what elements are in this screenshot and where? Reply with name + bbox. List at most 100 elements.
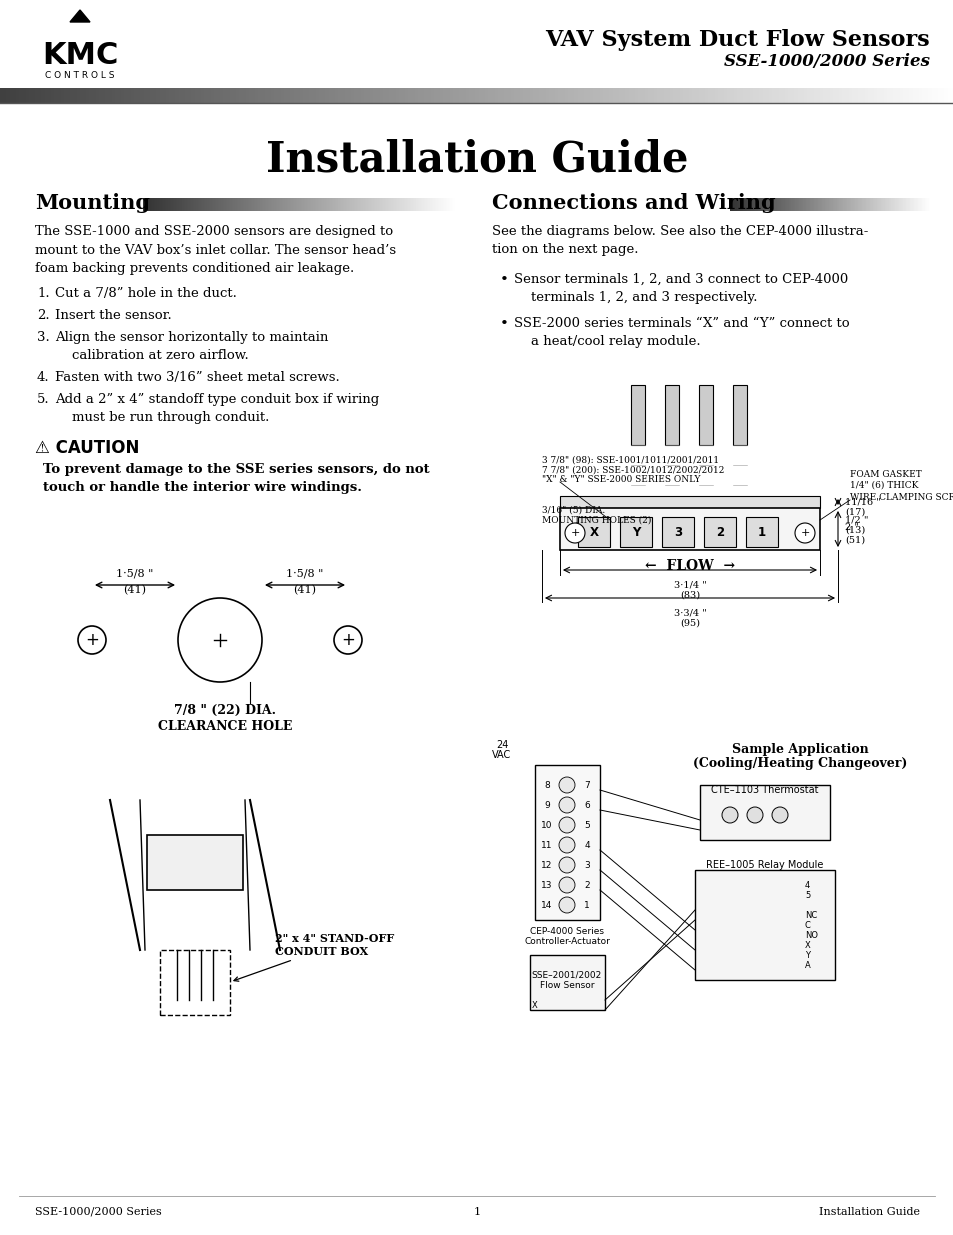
Bar — [925, 198, 926, 211]
Bar — [548, 88, 552, 103]
Text: "X" & "Y" SSE-2000 SERIES ONLY: "X" & "Y" SSE-2000 SERIES ONLY — [541, 475, 700, 484]
Bar — [330, 198, 332, 211]
Bar — [602, 88, 605, 103]
Bar — [561, 88, 564, 103]
Bar — [258, 198, 260, 211]
Bar — [227, 198, 229, 211]
Bar — [10, 88, 12, 103]
Circle shape — [558, 777, 575, 793]
Bar — [350, 198, 352, 211]
Bar — [405, 88, 408, 103]
Bar — [669, 88, 673, 103]
Bar — [386, 198, 388, 211]
Bar — [946, 88, 950, 103]
Bar — [411, 88, 415, 103]
Bar — [351, 88, 354, 103]
Bar — [809, 88, 813, 103]
Bar — [281, 198, 283, 211]
Bar — [382, 88, 386, 103]
Circle shape — [558, 797, 575, 813]
Bar — [700, 785, 829, 840]
Bar — [806, 88, 809, 103]
Bar — [378, 198, 379, 211]
Text: 4: 4 — [804, 881, 809, 889]
Bar — [163, 198, 165, 211]
Text: +: + — [800, 529, 809, 538]
Bar — [417, 198, 418, 211]
Bar — [112, 88, 114, 103]
Bar — [578, 517, 609, 547]
Bar — [212, 198, 213, 211]
Bar — [188, 88, 192, 103]
Bar — [816, 88, 820, 103]
Circle shape — [771, 806, 787, 823]
Bar — [861, 88, 863, 103]
Text: Insert the sensor.: Insert the sensor. — [55, 309, 172, 322]
Bar — [744, 198, 745, 211]
Bar — [571, 88, 574, 103]
Bar — [913, 198, 914, 211]
Bar — [294, 88, 296, 103]
Bar — [303, 88, 306, 103]
Text: (17): (17) — [844, 508, 864, 516]
Bar — [182, 88, 185, 103]
Bar — [234, 198, 236, 211]
Bar — [303, 198, 305, 211]
Bar — [314, 198, 315, 211]
Bar — [869, 198, 870, 211]
Bar — [406, 198, 408, 211]
Bar — [732, 385, 746, 445]
Bar — [825, 88, 829, 103]
Bar — [64, 88, 67, 103]
Bar — [95, 88, 99, 103]
Bar — [679, 88, 682, 103]
Bar — [664, 385, 679, 445]
Bar — [937, 88, 941, 103]
Bar — [325, 88, 328, 103]
Bar — [837, 198, 839, 211]
Bar — [383, 198, 384, 211]
Bar — [829, 198, 830, 211]
Bar — [436, 88, 440, 103]
Bar — [905, 198, 906, 211]
Bar — [820, 88, 822, 103]
Bar — [866, 198, 868, 211]
Bar — [839, 88, 841, 103]
Bar — [297, 198, 298, 211]
Bar — [313, 88, 315, 103]
Bar — [926, 198, 927, 211]
Bar — [131, 88, 133, 103]
Bar — [336, 198, 337, 211]
Bar — [19, 88, 22, 103]
Bar — [842, 198, 843, 211]
Bar — [359, 198, 361, 211]
Bar — [688, 88, 692, 103]
Bar — [924, 88, 927, 103]
Text: ←  FLOW  →: ← FLOW → — [644, 559, 735, 573]
Bar — [752, 198, 753, 211]
Bar — [915, 88, 918, 103]
Bar — [749, 198, 751, 211]
Bar — [413, 198, 414, 211]
Bar — [345, 198, 347, 211]
Text: VAV System Duct Flow Sensors: VAV System Duct Flow Sensors — [545, 28, 929, 51]
Bar — [166, 88, 169, 103]
Bar — [902, 198, 903, 211]
Bar — [175, 198, 177, 211]
Bar — [226, 198, 227, 211]
Circle shape — [564, 522, 584, 543]
Text: 2: 2 — [583, 881, 589, 889]
Bar — [224, 198, 226, 211]
Bar — [263, 198, 264, 211]
Bar — [586, 88, 590, 103]
Bar — [309, 88, 313, 103]
Bar — [425, 198, 427, 211]
Bar — [835, 198, 836, 211]
Bar — [349, 198, 350, 211]
Bar — [462, 88, 465, 103]
Text: 5: 5 — [804, 890, 809, 899]
Bar — [160, 198, 162, 211]
Bar — [420, 88, 424, 103]
Bar — [400, 198, 401, 211]
Text: 7/8 " (22) DIA.: 7/8 " (22) DIA. — [173, 704, 275, 716]
